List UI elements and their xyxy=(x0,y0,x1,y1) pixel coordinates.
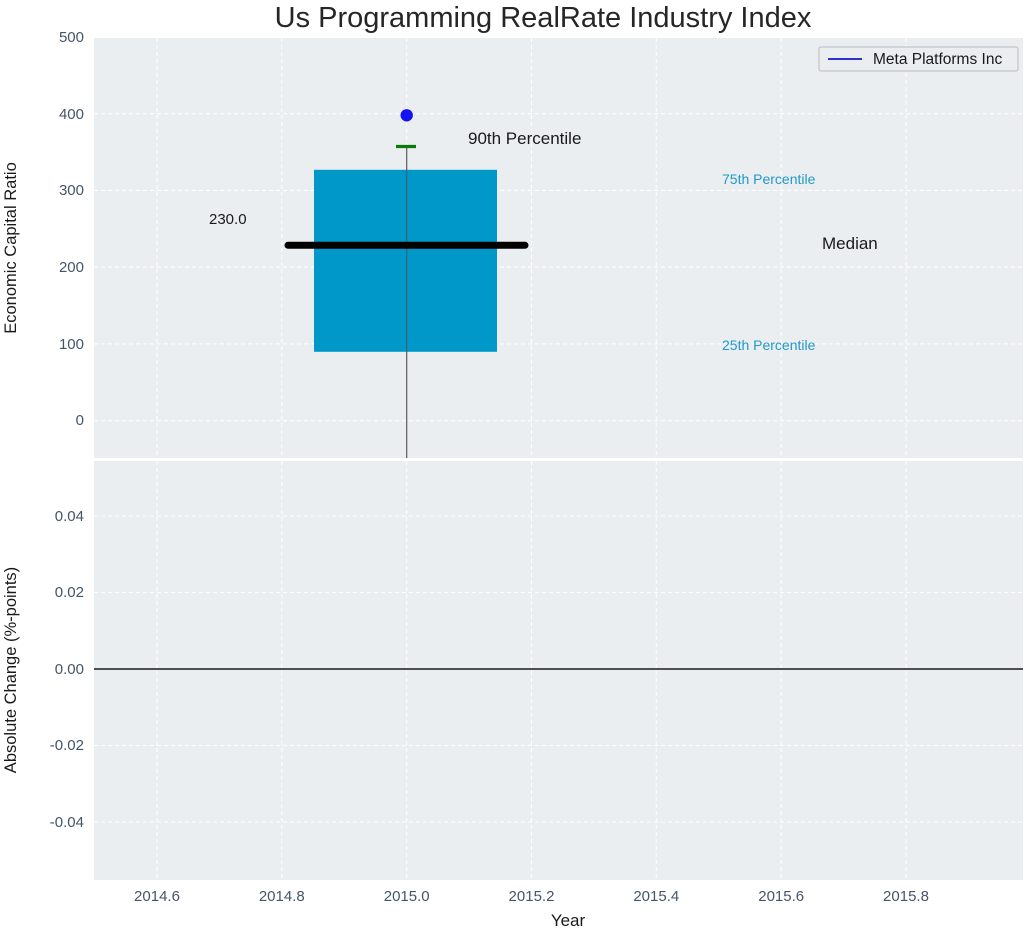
svg-text:Year: Year xyxy=(551,911,586,930)
svg-text:0: 0 xyxy=(76,412,84,429)
svg-text:2015.2: 2015.2 xyxy=(509,888,555,905)
svg-text:200: 200 xyxy=(59,259,84,276)
svg-text:2014.8: 2014.8 xyxy=(259,888,305,905)
svg-text:Meta Platforms Inc: Meta Platforms Inc xyxy=(873,51,1002,68)
svg-text:300: 300 xyxy=(59,182,84,199)
svg-text:Absolute Change (%-points): Absolute Change (%-points) xyxy=(2,567,20,773)
svg-text:0.00: 0.00 xyxy=(55,661,84,678)
svg-text:400: 400 xyxy=(59,106,84,123)
svg-text:500: 500 xyxy=(59,29,84,46)
svg-text:90th Percentile: 90th Percentile xyxy=(468,129,581,148)
svg-text:2015.0: 2015.0 xyxy=(384,888,430,905)
svg-text:-0.04: -0.04 xyxy=(50,814,84,831)
svg-text:Us Programming RealRate Indust: Us Programming RealRate Industry Index xyxy=(275,2,812,34)
svg-text:75th Percentile: 75th Percentile xyxy=(722,171,816,187)
svg-text:2015.8: 2015.8 xyxy=(883,888,929,905)
svg-text:25th Percentile: 25th Percentile xyxy=(722,337,816,353)
svg-text:2015.4: 2015.4 xyxy=(633,888,679,905)
svg-text:2015.6: 2015.6 xyxy=(758,888,804,905)
svg-text:100: 100 xyxy=(59,336,84,353)
svg-text:0.02: 0.02 xyxy=(55,584,84,601)
svg-text:0.04: 0.04 xyxy=(55,508,84,525)
svg-text:Median: Median xyxy=(822,234,878,253)
svg-text:230.0: 230.0 xyxy=(209,211,247,228)
svg-text:Economic Capital Ratio: Economic Capital Ratio xyxy=(2,162,20,334)
svg-text:-0.02: -0.02 xyxy=(50,737,84,754)
svg-text:2014.6: 2014.6 xyxy=(134,888,180,905)
